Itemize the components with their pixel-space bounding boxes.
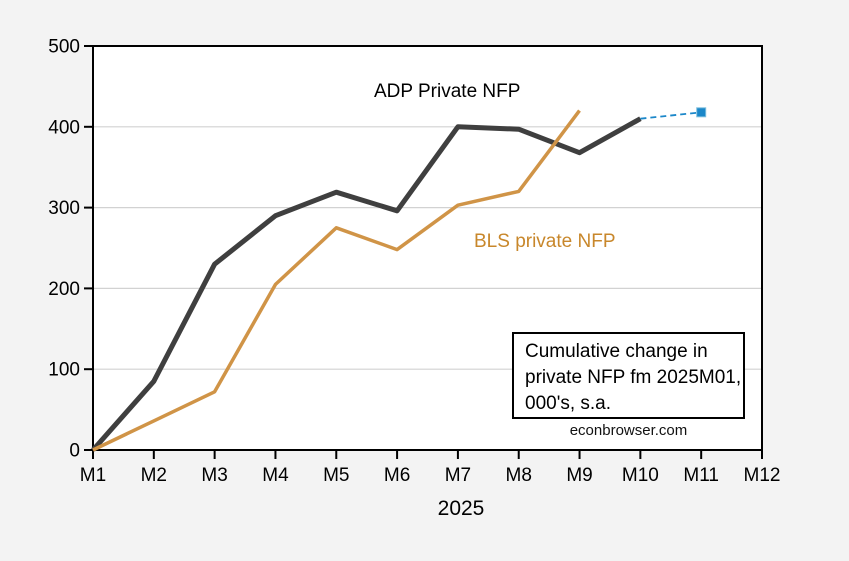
x-tick-label: M12 <box>744 465 781 486</box>
x-tick-label: M1 <box>80 465 106 486</box>
x-tick-label: M2 <box>141 465 167 486</box>
note-line: Cumulative change in <box>525 341 708 362</box>
x-tick-label: M6 <box>384 465 410 486</box>
note-line: private NFP fm 2025M01, <box>525 367 742 388</box>
x-tick-label: M4 <box>262 465 289 486</box>
x-axis-title: 2025 <box>437 497 485 520</box>
x-tick-label: M11 <box>683 465 719 486</box>
series-line-1 <box>92 109 581 452</box>
watermark-econbrowser: econbrowser.com <box>569 422 688 439</box>
x-tick-label: M5 <box>323 465 349 486</box>
adp-series-label: ADP Private NFP <box>374 81 521 102</box>
y-tick-label: 400 <box>48 117 80 138</box>
y-tick-label: 100 <box>48 360 80 381</box>
note-line: 000's, s.a. <box>525 393 612 414</box>
x-tick-label: M9 <box>566 465 592 486</box>
series-line-0 <box>91 116 642 452</box>
y-tick-label: 200 <box>48 279 80 300</box>
y-tick-label: 0 <box>69 441 80 462</box>
series-line-2 <box>640 111 702 120</box>
y-axis: 0 100 200 300 400 500 <box>48 37 93 462</box>
y-tick-label: 500 <box>48 37 80 58</box>
y-tick-label: 300 <box>48 198 80 219</box>
x-tick-label: M10 <box>622 465 659 486</box>
x-axis: M1 M2 M3 M4 M5 M6 M7 M8 M9 M10 M11 M12 <box>80 450 781 486</box>
note-box: Cumulative change in private NFP fm 2025… <box>512 332 745 419</box>
x-tick-label: M7 <box>445 465 471 486</box>
x-tick-label: M3 <box>201 465 227 486</box>
bls-series-label: BLS private NFP <box>474 231 616 252</box>
end-square-marker <box>696 107 707 118</box>
x-tick-label: M8 <box>506 465 532 486</box>
